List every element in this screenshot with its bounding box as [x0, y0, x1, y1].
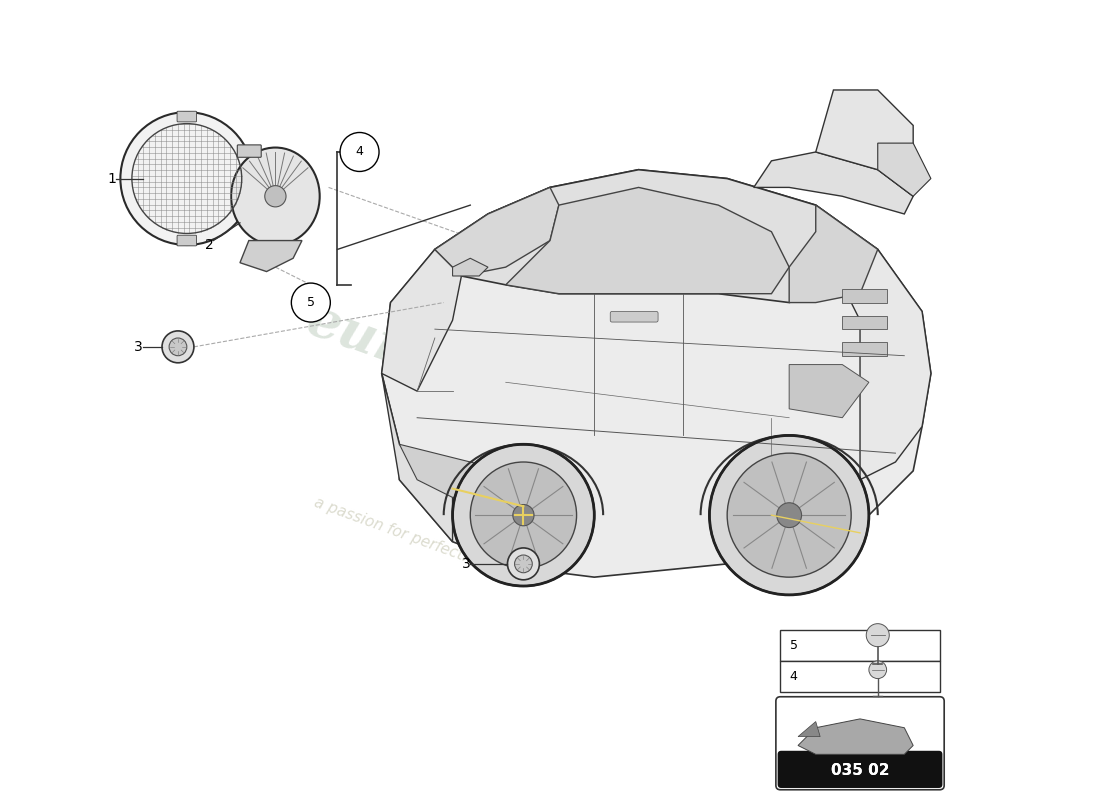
Text: 2: 2 — [205, 238, 213, 252]
Polygon shape — [452, 258, 488, 276]
Text: 3: 3 — [462, 557, 470, 571]
Circle shape — [452, 444, 594, 586]
Polygon shape — [399, 444, 524, 498]
FancyBboxPatch shape — [610, 311, 658, 322]
Bar — [843, 290, 887, 302]
Circle shape — [513, 505, 535, 526]
Circle shape — [162, 331, 194, 362]
Circle shape — [471, 462, 576, 568]
Polygon shape — [798, 719, 913, 754]
Bar — [843, 316, 887, 329]
Polygon shape — [843, 250, 931, 480]
Circle shape — [292, 283, 330, 322]
Text: 035 02: 035 02 — [830, 762, 889, 778]
Text: 1: 1 — [107, 171, 116, 186]
Text: a passion for perfection: a passion for perfection — [312, 495, 487, 571]
Text: 4: 4 — [355, 146, 363, 158]
Polygon shape — [754, 152, 913, 214]
Circle shape — [507, 548, 539, 580]
Circle shape — [727, 453, 851, 577]
Polygon shape — [789, 365, 869, 418]
Bar — [780, 662, 939, 692]
Bar — [780, 630, 939, 662]
FancyBboxPatch shape — [177, 235, 197, 246]
Polygon shape — [434, 187, 559, 276]
Text: 035 02: 035 02 — [830, 762, 889, 778]
Circle shape — [515, 555, 532, 573]
Circle shape — [120, 112, 253, 245]
Polygon shape — [789, 205, 878, 302]
Circle shape — [777, 502, 802, 527]
Circle shape — [866, 624, 889, 646]
Circle shape — [869, 661, 887, 678]
Bar — [781, 756, 939, 785]
Circle shape — [265, 186, 286, 207]
Text: 3: 3 — [134, 340, 143, 354]
Polygon shape — [382, 374, 452, 542]
Circle shape — [340, 133, 379, 171]
FancyBboxPatch shape — [238, 145, 261, 158]
Polygon shape — [816, 90, 913, 196]
Polygon shape — [434, 170, 878, 302]
Circle shape — [169, 338, 187, 356]
FancyBboxPatch shape — [778, 750, 943, 788]
Ellipse shape — [231, 147, 320, 245]
Text: 5: 5 — [307, 296, 315, 309]
Text: eurospares: eurospares — [299, 294, 624, 454]
Text: 4: 4 — [790, 670, 798, 683]
Text: 5: 5 — [790, 639, 798, 652]
Polygon shape — [506, 187, 789, 294]
Polygon shape — [382, 250, 461, 391]
Text: 985: 985 — [706, 366, 802, 434]
Polygon shape — [798, 722, 821, 737]
Circle shape — [710, 435, 869, 595]
Polygon shape — [382, 170, 931, 577]
Bar — [843, 342, 887, 356]
FancyBboxPatch shape — [177, 111, 197, 122]
FancyBboxPatch shape — [776, 697, 944, 790]
Polygon shape — [240, 241, 303, 271]
Polygon shape — [878, 143, 931, 196]
